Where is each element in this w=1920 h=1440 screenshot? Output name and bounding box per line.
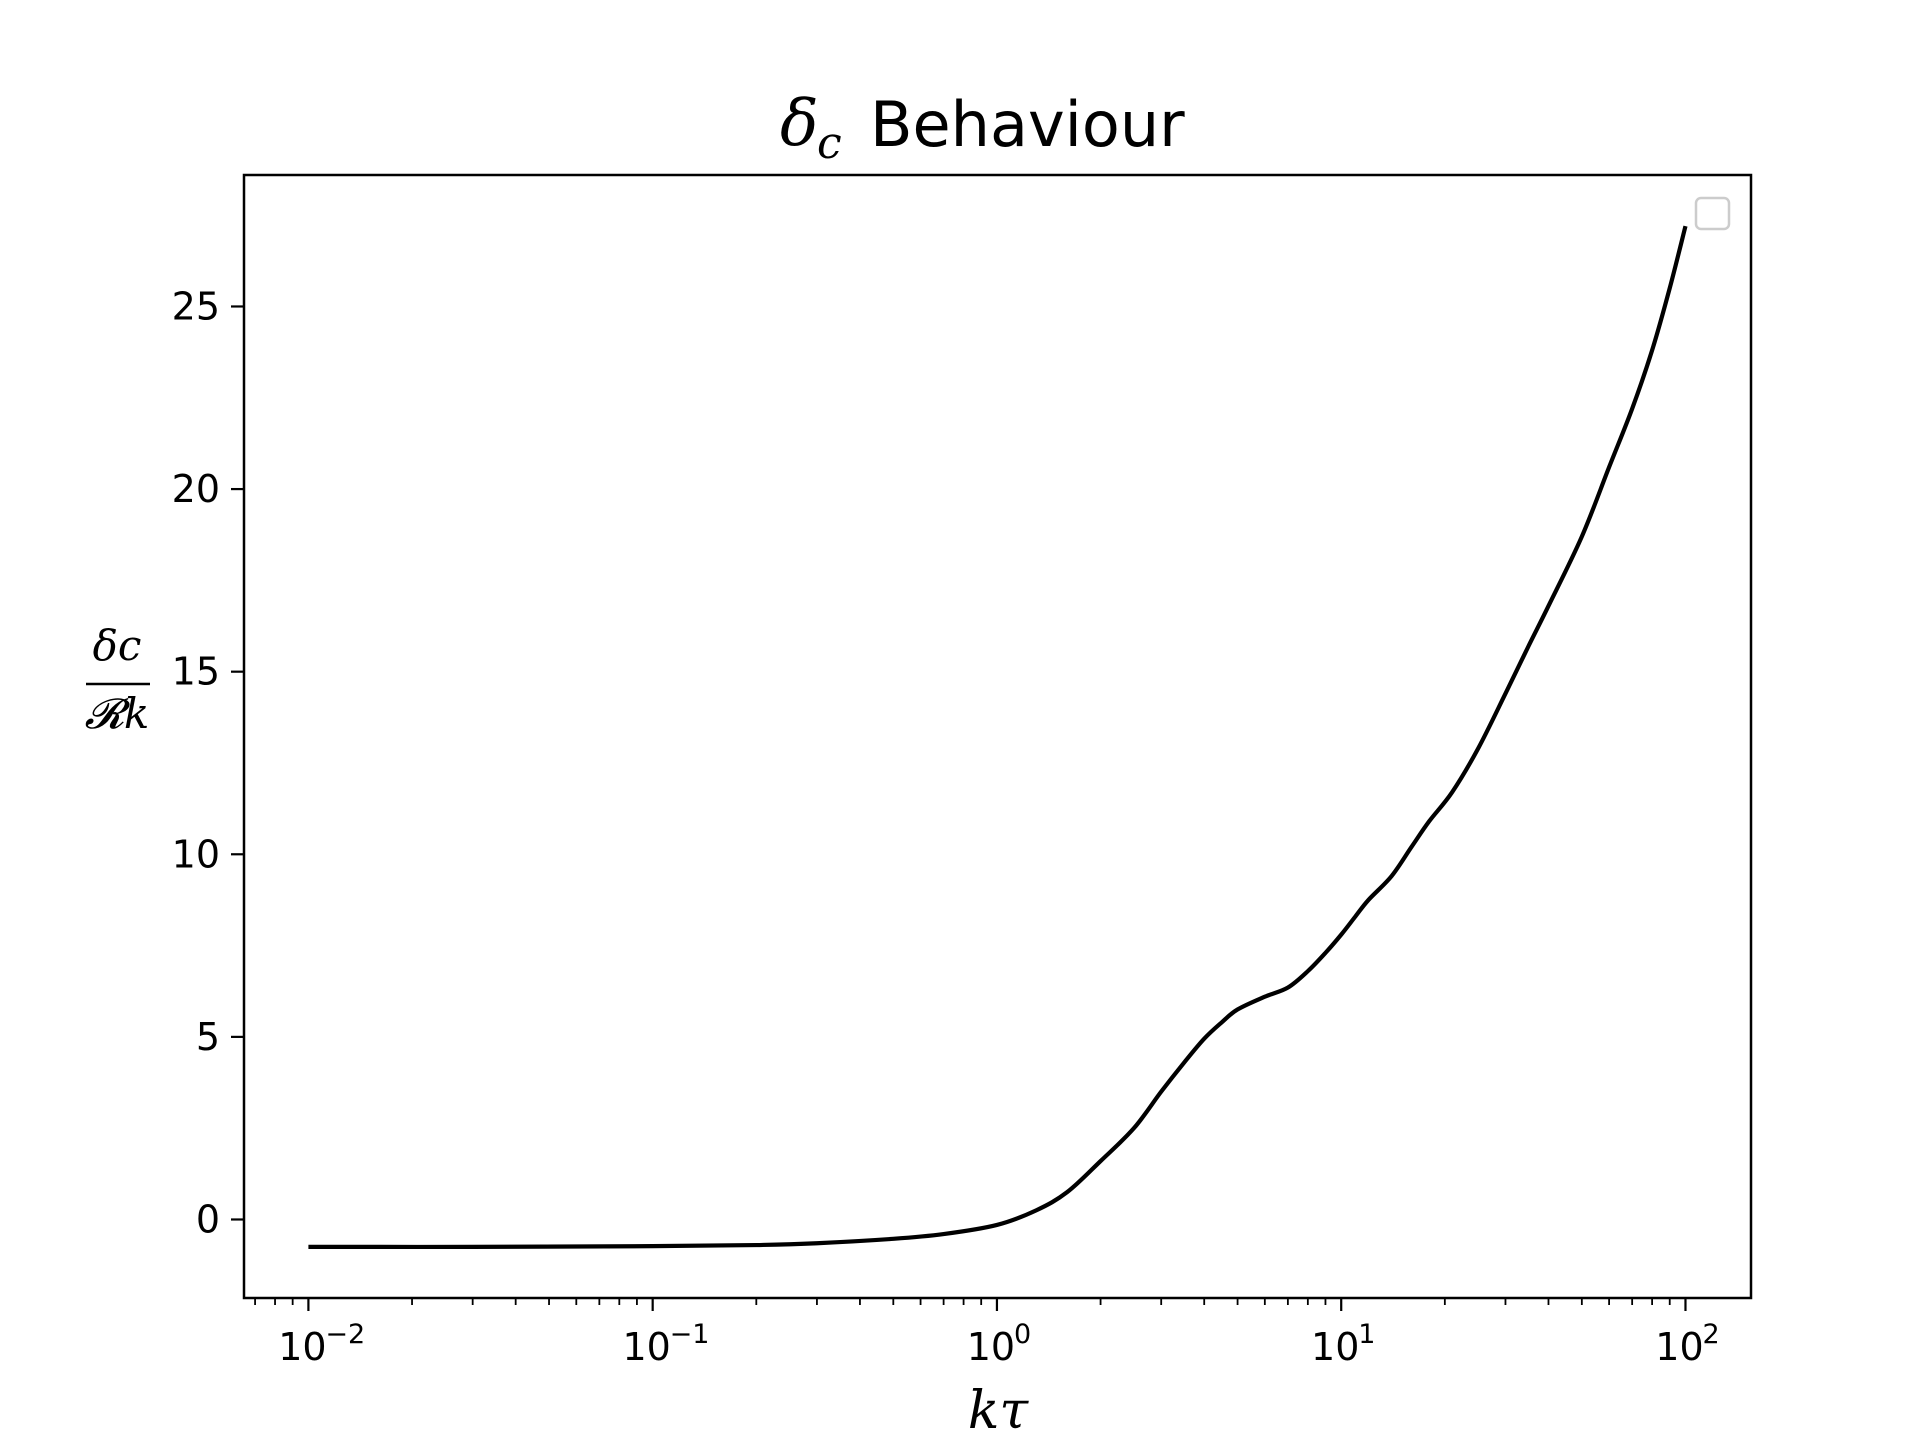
- chart-title-symbol: δ: [780, 87, 819, 161]
- x-axis-label: kτ: [968, 1381, 1030, 1440]
- legend-box: [1694, 196, 1731, 231]
- x-axis: 10−2 10−1 100 101 102: [254, 1298, 1720, 1369]
- x-tick-label: 10: [622, 1325, 670, 1369]
- series-line: [308, 225, 1688, 1250]
- y-axis: 0 5 10 15 20 25: [172, 284, 244, 1241]
- x-tick-label-exponent: −1: [670, 1319, 710, 1350]
- y-tick-label: 0: [196, 1197, 220, 1241]
- y-axis-label-denominator: 𝓡k: [85, 689, 150, 738]
- chart-title-subscript: c: [817, 118, 842, 169]
- y-tick-label: 5: [196, 1015, 220, 1059]
- x-tick-label: 10: [278, 1325, 326, 1369]
- x-tick-label: 10: [1311, 1325, 1359, 1369]
- x-tick-label-exponent: 0: [1014, 1319, 1031, 1350]
- plot-frame: [242, 173, 1753, 1300]
- plot-area: [242, 173, 1753, 1300]
- x-axis-label-text: kτ: [968, 1381, 1030, 1440]
- chart-title: δ c Behaviour: [780, 87, 1185, 169]
- y-tick-label: 15: [172, 650, 220, 694]
- y-tick-label: 10: [172, 832, 220, 876]
- y-axis-label: δc 𝓡k: [85, 621, 150, 738]
- x-tick-label: 10: [967, 1325, 1015, 1369]
- x-tick-label-exponent: −2: [325, 1319, 365, 1350]
- y-tick-label: 20: [172, 467, 220, 511]
- x-tick-label-exponent: 2: [1702, 1319, 1719, 1350]
- x-tick-label: 10: [1655, 1325, 1703, 1369]
- chart-title-text: Behaviour: [870, 88, 1185, 161]
- y-tick-label: 25: [172, 284, 220, 328]
- x-tick-label-exponent: 1: [1358, 1319, 1375, 1350]
- y-axis-label-numerator: δc: [93, 621, 142, 670]
